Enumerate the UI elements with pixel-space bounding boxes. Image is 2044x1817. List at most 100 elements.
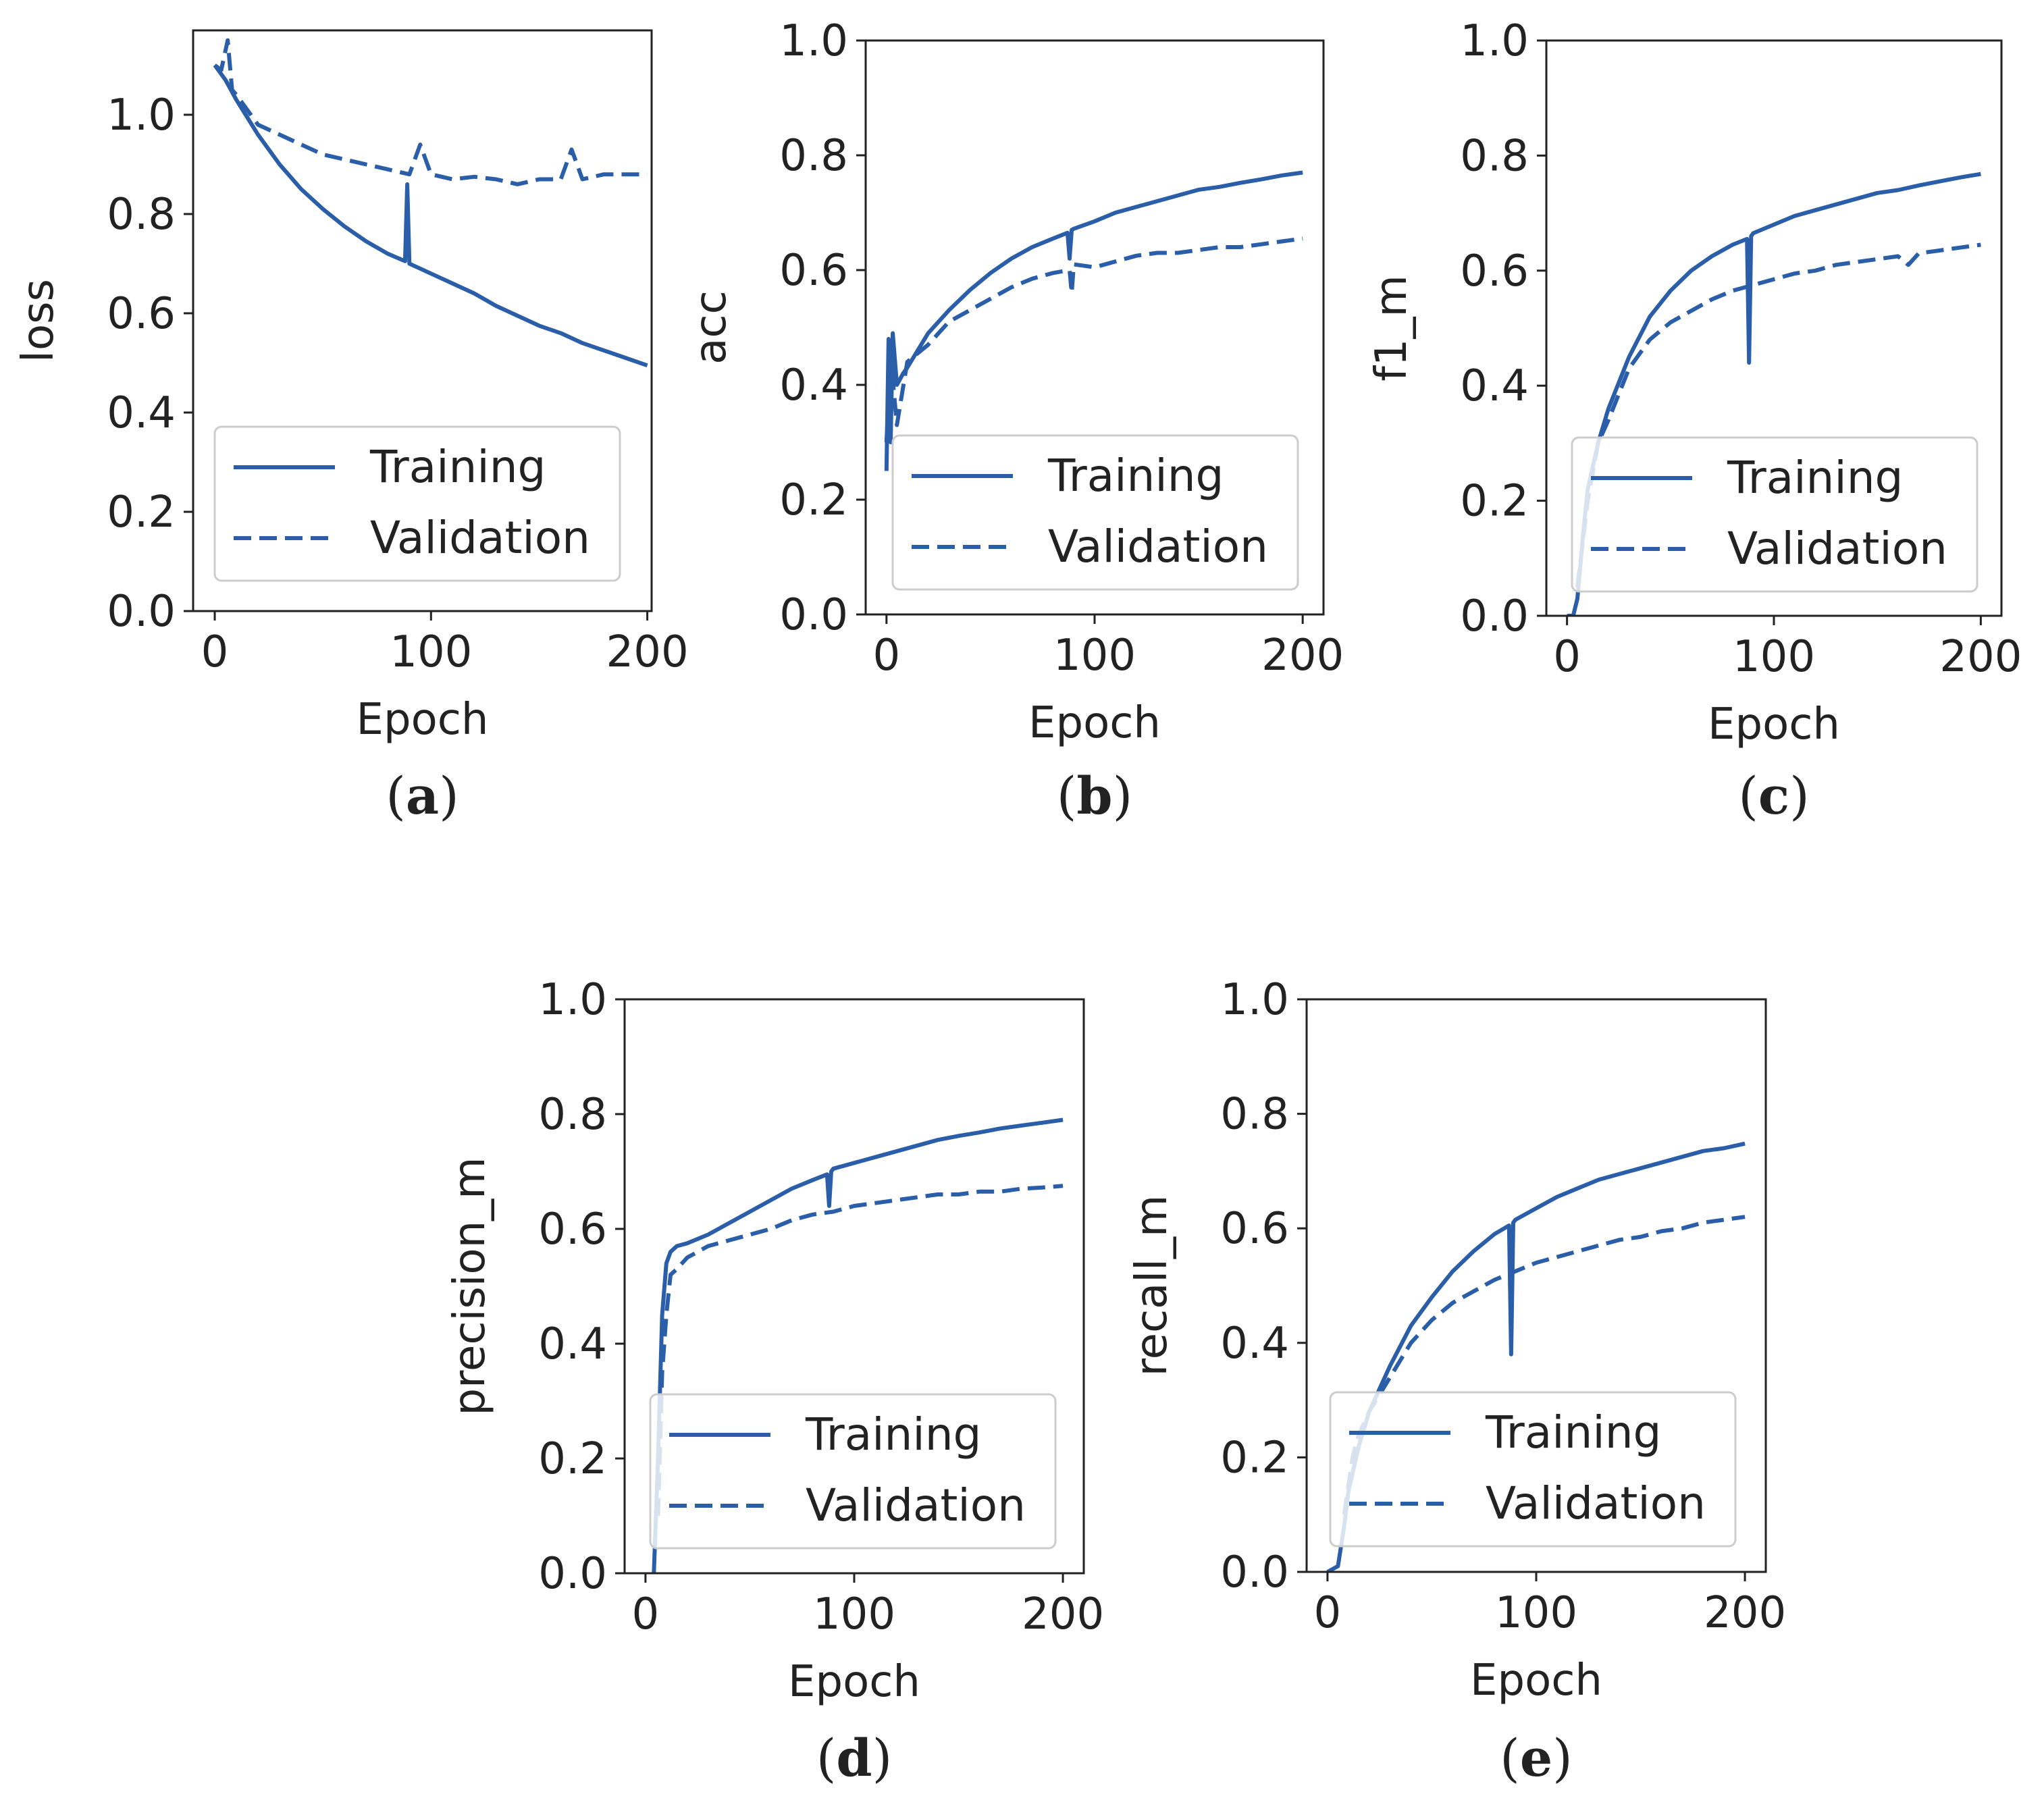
series-line-validation <box>884 236 1303 443</box>
y-tick-label: 0.4 <box>779 361 848 411</box>
caption-open-paren: ( <box>816 1728 837 1788</box>
y-tick-label: 0.2 <box>779 475 848 525</box>
legend-label-validation: Validation <box>370 512 590 564</box>
x-axis-label: Epoch <box>788 1657 920 1707</box>
panel-e: 0 100 200 0.0 0.2 0.4 0.6 0.8 1.0 Epoch recall_m Tr… <box>1127 975 1786 1788</box>
y-tick-label: 0.8 <box>1460 131 1529 181</box>
x-tick-label: 0 <box>632 1589 660 1639</box>
y-tick-label: 1.0 <box>1220 975 1289 1025</box>
y-axis-label: f1_m <box>1367 275 1417 381</box>
y-tick-label: 0.4 <box>1460 361 1529 411</box>
y-tick-label: 0.2 <box>1460 477 1529 527</box>
panel-c: 0 100 200 0.0 0.2 0.4 0.6 0.8 1.0 Epoch f1_m Traini… <box>1367 16 2022 826</box>
y-axis-label: precision_m <box>445 1157 495 1415</box>
x-tick-label: 100 <box>1053 631 1136 681</box>
legend: Training Validation <box>1571 436 1979 593</box>
series-line-training <box>884 170 1303 471</box>
caption-close-paren: ) <box>1113 766 1133 826</box>
caption-open-paren: ( <box>1057 766 1077 826</box>
y-tick-label: 0.6 <box>1220 1204 1289 1254</box>
y-axis-label: acc <box>686 290 736 365</box>
legend-label-training: Training <box>1047 450 1224 502</box>
caption-letter: e <box>1520 1728 1552 1788</box>
panel-caption: (a) <box>386 766 459 826</box>
legend-label-validation: Validation <box>1727 523 1947 575</box>
x-axis-label: Epoch <box>357 695 489 745</box>
legend-label-validation: Validation <box>806 1479 1026 1531</box>
y-tick-label: 0.6 <box>1460 246 1529 296</box>
panel-a: 0 100 200 0.0 0.2 0.4 0.6 0.8 1.0 Epoch loss Traini… <box>14 29 689 826</box>
panel-caption: (d) <box>816 1728 892 1788</box>
x-axis-label: Epoch <box>1708 700 1840 749</box>
series-line-validation <box>213 38 648 186</box>
panel-caption: (b) <box>1057 766 1132 826</box>
legend: Training Validation <box>891 434 1299 591</box>
caption-open-paren: ( <box>1738 766 1758 826</box>
series-line-validation <box>1575 242 1981 587</box>
panel-caption: (e) <box>1500 1728 1573 1788</box>
y-tick-label: 0.0 <box>107 587 176 637</box>
series-line-training <box>652 1117 1064 1573</box>
caption-letter: a <box>406 766 439 826</box>
caption-open-paren: ( <box>386 766 406 826</box>
y-tick-label: 0.2 <box>538 1434 607 1484</box>
y-tick-label: 0.2 <box>107 488 176 537</box>
y-tick-label: 0.8 <box>538 1090 607 1140</box>
axes-frame <box>192 29 653 612</box>
caption-letter: c <box>1758 766 1789 826</box>
panel-d: 0 100 200 0.0 0.2 0.4 0.6 0.8 1.0 Epoch precision_… <box>445 975 1104 1788</box>
x-tick-label: 200 <box>606 627 689 677</box>
y-tick-label: 1.0 <box>538 975 607 1025</box>
y-axis-label: recall_m <box>1127 1195 1177 1377</box>
y-tick-label: 0.0 <box>779 590 848 640</box>
x-tick-label: 200 <box>1704 1588 1786 1638</box>
x-axis-label: Epoch <box>1470 1656 1602 1706</box>
caption-close-paren: ) <box>1789 766 1810 826</box>
y-tick-label: 1.0 <box>1460 16 1529 66</box>
y-tick-label: 0.8 <box>779 131 848 181</box>
x-tick-label: 0 <box>872 631 900 681</box>
x-tick-label: 100 <box>1733 632 1815 682</box>
y-tick-label: 0.4 <box>538 1319 607 1369</box>
legend-label-validation: Validation <box>1048 521 1268 573</box>
legend-label-training: Training <box>1727 452 1903 504</box>
caption-open-paren: ( <box>1500 1728 1520 1788</box>
y-tick-label: 0.6 <box>538 1205 607 1255</box>
x-tick-label: 0 <box>201 627 229 677</box>
y-tick-label: 0.0 <box>1460 591 1529 641</box>
x-tick-label: 100 <box>390 627 472 677</box>
legend: Training Validation <box>1329 1391 1737 1548</box>
x-tick-label: 100 <box>1495 1588 1577 1638</box>
series-line-validation <box>656 1184 1064 1517</box>
series-line-training <box>213 63 648 368</box>
y-tick-label: 0.2 <box>1220 1433 1289 1483</box>
legend-label-training: Training <box>369 441 546 493</box>
x-tick-label: 0 <box>1314 1588 1342 1638</box>
y-axis-label: loss <box>14 279 63 363</box>
x-tick-label: 200 <box>1022 1589 1104 1639</box>
y-tick-label: 0.8 <box>107 190 176 240</box>
x-tick-label: 200 <box>1261 631 1344 681</box>
x-axis-label: Epoch <box>1028 698 1161 748</box>
legend-label-training: Training <box>805 1408 981 1460</box>
y-tick-label: 1.0 <box>107 90 176 140</box>
y-tick-label: 0.0 <box>538 1549 607 1599</box>
caption-close-paren: ) <box>439 766 459 826</box>
panel-caption: (c) <box>1738 766 1810 826</box>
legend-label-training: Training <box>1485 1406 1661 1458</box>
y-tick-label: 0.0 <box>1220 1548 1289 1598</box>
y-tick-label: 0.6 <box>779 246 848 296</box>
legend-label-validation: Validation <box>1486 1477 1706 1529</box>
caption-close-paren: ) <box>872 1728 893 1788</box>
y-tick-label: 0.4 <box>1220 1319 1289 1369</box>
y-tick-label: 0.6 <box>107 289 176 339</box>
legend: Training Validation <box>213 425 621 582</box>
y-tick-label: 1.0 <box>779 16 848 66</box>
x-tick-label: 100 <box>813 1589 895 1639</box>
x-tick-label: 0 <box>1553 632 1581 682</box>
y-tick-label: 0.8 <box>1220 1090 1289 1140</box>
legend: Training Validation <box>649 1393 1057 1550</box>
caption-letter: b <box>1076 766 1112 826</box>
x-tick-label: 200 <box>1939 632 2022 682</box>
